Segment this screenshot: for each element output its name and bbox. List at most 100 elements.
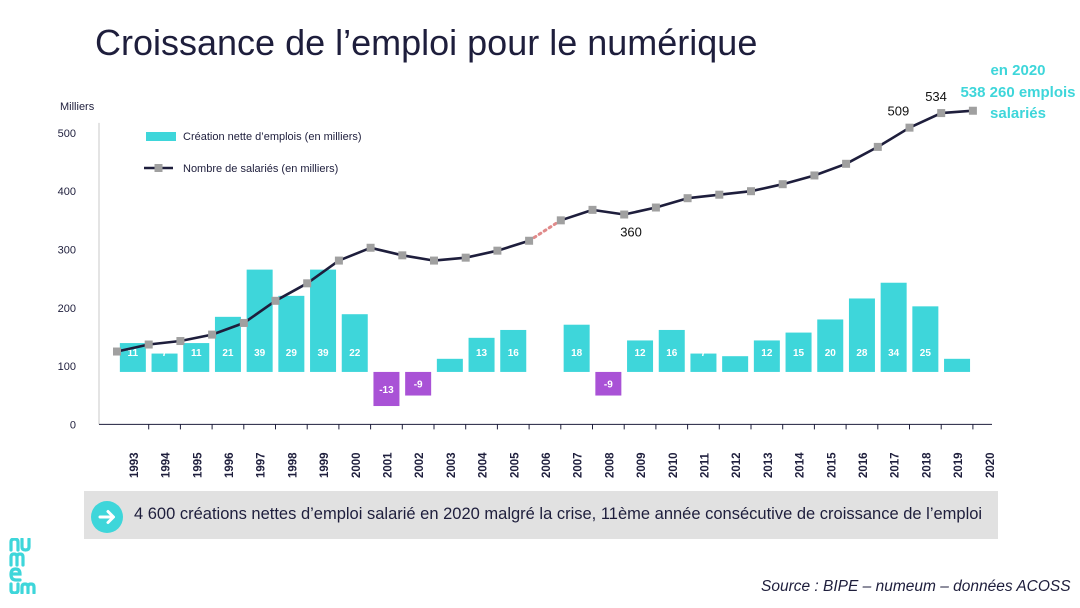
bar — [595, 371, 622, 396]
line-point — [905, 123, 914, 132]
callout-text: en 2020 — [990, 62, 1045, 79]
x-tick-label: 2020 — [985, 452, 997, 478]
source-note: Source : BIPE – numeum – données ACOSS — [761, 578, 1071, 595]
bar — [151, 353, 178, 372]
bar-label: -9 — [604, 380, 613, 391]
series-line — [116, 239, 530, 353]
x-axis: 1993 1994 1995 1996 1997 1998 1999 2000 2001 2002… — [99, 423, 997, 478]
line-point — [493, 246, 502, 255]
x-tick-label: 1994 — [161, 452, 173, 478]
line-point — [461, 253, 470, 262]
bar-label: 25 — [920, 348, 932, 359]
series-line — [560, 109, 973, 222]
bar-label: 18 — [571, 348, 583, 359]
line-point — [144, 340, 153, 349]
x-tick-label: 1993 — [129, 452, 141, 478]
numeum-logo — [8, 537, 38, 599]
x-tick-label: 2006 — [541, 452, 553, 478]
bar-label: 12 — [761, 348, 773, 359]
series-line-dotted — [527, 218, 563, 243]
line-point — [810, 171, 819, 180]
y-tick-label: 100 — [58, 361, 76, 373]
point-annotation: 360 — [620, 225, 642, 240]
bar-label: 20 — [825, 348, 837, 359]
line-point — [334, 256, 343, 265]
bar-label: 16 — [666, 348, 678, 359]
bar — [500, 329, 527, 372]
x-tick-label: 2005 — [509, 452, 521, 478]
y-tick-label: 400 — [58, 186, 76, 198]
bar-label: 6 — [732, 348, 738, 359]
bar — [722, 356, 749, 372]
bar-label: 28 — [856, 348, 868, 359]
bar — [880, 282, 907, 372]
line-point — [683, 194, 692, 203]
y-tick-label: 0 — [70, 419, 76, 431]
x-tick-label: 2009 — [636, 452, 648, 478]
line-point — [239, 318, 248, 327]
x-tick-label: 1995 — [192, 452, 204, 478]
line-point — [968, 106, 977, 115]
y-tick-label: 500 — [58, 128, 76, 140]
x-tick-label: 1998 — [287, 452, 299, 478]
bar-label: 39 — [254, 348, 266, 359]
bar-label: 21 — [222, 348, 234, 359]
bar-label: -9 — [414, 380, 423, 391]
bar — [183, 343, 210, 372]
line-point — [208, 330, 217, 339]
line-point — [176, 337, 185, 346]
bar-label: 5 — [954, 348, 960, 359]
y-axis: Milliers 0 100 200 300 400 500 — [58, 101, 100, 431]
x-tick-label: 2004 — [478, 452, 490, 478]
line-point — [715, 190, 724, 199]
legend-bar-label: Création nette d’emplois (en milliers) — [183, 131, 362, 143]
x-tick-label: 2016 — [858, 452, 870, 478]
bar-label: 16 — [508, 348, 520, 359]
y-tick-label: 300 — [58, 245, 76, 257]
legend: Création nette d’emplois (en milliers) No… — [144, 131, 362, 175]
bar — [690, 353, 717, 372]
bar-series: 11 7 11 21 39 29 39 22 -13 -9 5 13 16 18 -9 12 16 7 6 12 15 2… — [119, 269, 971, 407]
page-title: Croissance de l’emploi pour le numérique — [95, 22, 758, 63]
line-point — [873, 142, 882, 151]
bar — [912, 306, 939, 372]
banner-text: 4 600 créations nettes d’emploi salarié … — [134, 505, 983, 523]
legend-line-label: Nombre de salariés (en milliers) — [183, 163, 338, 175]
bar — [468, 337, 495, 372]
line-point — [778, 180, 787, 189]
line-point — [556, 216, 565, 225]
x-tick-label: 2015 — [826, 452, 838, 478]
bar — [246, 269, 273, 372]
x-tick-label: 2008 — [604, 452, 616, 478]
x-tick-label: 1997 — [256, 452, 268, 478]
bar — [753, 340, 780, 372]
line-point — [366, 243, 375, 252]
annotations: 509 534 360 en 2020 538 260 emplois salariés — [620, 62, 1075, 240]
line-point — [747, 187, 755, 196]
x-tick-label: 2010 — [668, 452, 680, 478]
bar-label: 5 — [447, 348, 453, 359]
line-point — [842, 159, 851, 168]
banner: 4 600 créations nettes d’emploi salarié … — [84, 491, 998, 539]
x-tick-label: 2002 — [414, 452, 426, 478]
point-annotation: 534 — [925, 89, 947, 104]
bar-label: 7 — [162, 348, 168, 359]
arrow-right-icon — [91, 501, 123, 533]
legend-bar-swatch — [146, 132, 176, 141]
line-point — [303, 279, 312, 288]
bar-label: 34 — [888, 348, 900, 359]
x-tick-label: 2012 — [731, 452, 743, 478]
bar — [817, 319, 844, 372]
bar — [627, 340, 654, 372]
line-point — [651, 203, 660, 212]
line-point — [113, 347, 121, 356]
bar — [278, 295, 305, 372]
y-axis-label: Milliers — [60, 101, 95, 113]
line-point — [525, 236, 534, 245]
line-point — [430, 256, 438, 265]
line-series — [113, 106, 977, 356]
bar — [563, 324, 590, 372]
x-tick-label: 1996 — [224, 452, 236, 478]
line-point — [937, 109, 946, 118]
line-point — [271, 296, 280, 305]
